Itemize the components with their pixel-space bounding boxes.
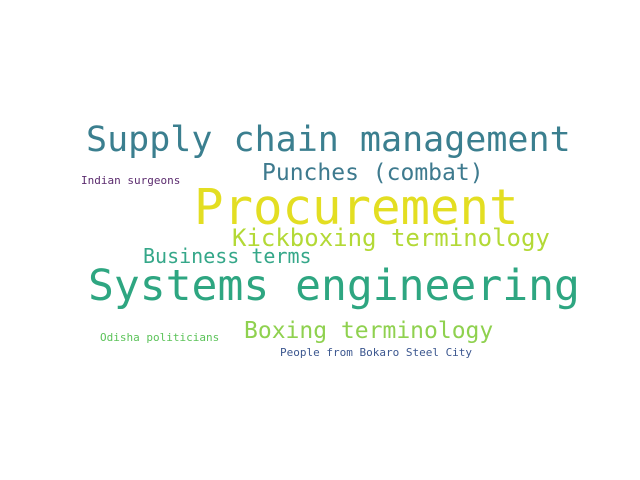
word-procurement: Procurement [194,179,519,236]
word-odisha-politicians: Odisha politicians [100,331,220,344]
word-boxing-terminology: Boxing terminology [244,318,494,344]
word-kickboxing-terminology: Kickboxing terminology [232,224,550,252]
word-indian-surgeons: Indian surgeons [81,174,181,187]
word-people-from-bokaro: People from Bokaro Steel City [280,346,473,359]
word-punches-combat: Punches (combat) [262,160,484,186]
word-systems-engineering: Systems engineering [88,261,580,311]
word-supply-chain-management: Supply chain management [86,120,571,160]
word-business-terms: Business terms [143,244,312,268]
